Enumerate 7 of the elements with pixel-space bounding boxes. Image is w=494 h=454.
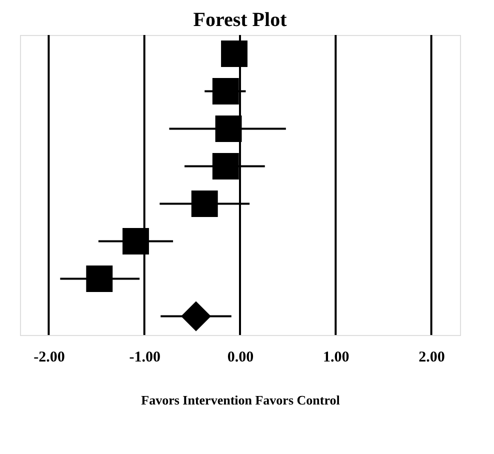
x-tick-label: -2.00 [34, 350, 65, 366]
chart-title: Forest Plot [193, 9, 288, 31]
x-axis-title: Favors Intervention Favors Control [141, 392, 340, 408]
x-tick-label: 2.00 [418, 350, 445, 366]
x-tick-label: 1.00 [323, 350, 350, 366]
x-tick-label: 0.00 [227, 350, 254, 366]
x-tick-label: -1.00 [129, 350, 160, 366]
